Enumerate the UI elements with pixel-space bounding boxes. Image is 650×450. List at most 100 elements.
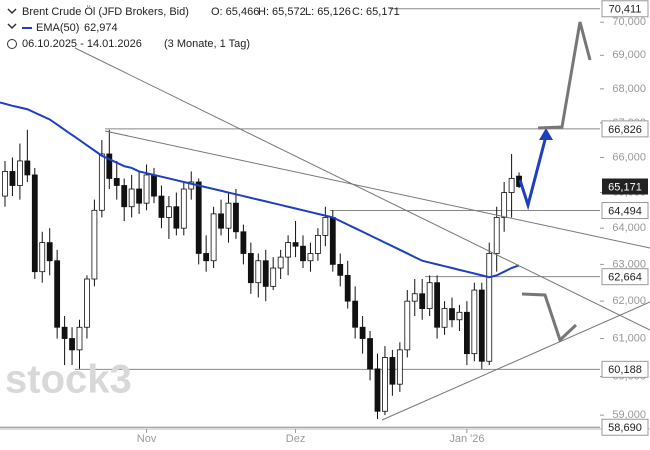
candle-body xyxy=(426,282,433,309)
candle-body xyxy=(471,289,478,355)
plot-area xyxy=(0,8,600,428)
candle-body xyxy=(2,171,8,197)
level-label: 64,494 xyxy=(608,205,642,217)
candle-body xyxy=(456,311,463,321)
candle-body xyxy=(158,195,165,218)
candle-body xyxy=(39,242,46,273)
candle-body xyxy=(9,171,16,186)
candle-body xyxy=(314,234,321,254)
candle-body xyxy=(225,202,232,229)
level-label: 58,690 xyxy=(608,422,642,434)
candle-body xyxy=(359,326,366,339)
trend-line xyxy=(381,301,650,421)
level-box xyxy=(601,202,649,220)
projection-gray xyxy=(521,292,578,343)
candle-body xyxy=(151,174,157,197)
candle-body xyxy=(247,253,254,284)
drawings xyxy=(74,21,650,421)
candle-body xyxy=(106,153,113,179)
level-label: 70,411 xyxy=(609,4,642,16)
level-box xyxy=(601,360,649,378)
trend-line xyxy=(74,47,650,331)
candle-body xyxy=(61,326,68,339)
candle-body xyxy=(396,349,403,385)
candle-body xyxy=(31,174,38,273)
candle-body xyxy=(255,260,262,284)
period: 06.10.2025 - 14.01.2026 xyxy=(22,38,142,50)
candle-body xyxy=(136,188,143,204)
candle-body xyxy=(91,209,98,280)
candle-body xyxy=(404,300,411,351)
candle-body xyxy=(24,160,31,176)
candle-body xyxy=(478,289,485,362)
candle-body xyxy=(285,242,292,258)
candle-body xyxy=(419,293,426,309)
ohlc-label: L: 65,126 xyxy=(305,6,351,18)
candle-body xyxy=(210,213,217,262)
ohlc-label: C: 65,171 xyxy=(352,6,400,18)
candle-body xyxy=(113,178,120,186)
candle-body xyxy=(486,253,493,362)
x-tick-label: Dez xyxy=(286,433,306,445)
y-tick-label: 62,000 xyxy=(612,295,646,307)
y-tick-label: 70,000 xyxy=(612,16,646,28)
candle-body xyxy=(493,217,500,254)
ohlc-label: H: 65,572 xyxy=(258,6,306,18)
candle-body xyxy=(262,260,269,287)
legend-value: 62,974 xyxy=(84,22,118,34)
candle-body xyxy=(292,242,299,247)
arrow-head xyxy=(539,128,553,140)
candle-body xyxy=(180,188,187,229)
level-label: 66,826 xyxy=(608,124,642,136)
icon-chevron xyxy=(7,8,17,15)
projection-up xyxy=(518,135,548,211)
candle-body xyxy=(300,245,306,262)
header: Brent Crude Öl (JFD Brokers, Bid) O: 65,… xyxy=(7,6,400,50)
watermark: stock3 xyxy=(5,358,132,402)
candle-body xyxy=(128,188,135,208)
candle-body xyxy=(307,253,314,262)
level-label: 62,664 xyxy=(608,272,642,284)
candle-body xyxy=(188,181,195,190)
candle-body xyxy=(367,338,373,370)
candle-body xyxy=(270,267,277,287)
candle-body xyxy=(449,308,455,321)
candle-body xyxy=(173,206,180,229)
current-price-label: 65,171 xyxy=(608,181,642,193)
icon-clock xyxy=(7,39,17,49)
candle-body xyxy=(165,206,172,218)
candle-body xyxy=(277,256,284,269)
candle-body xyxy=(337,263,344,276)
ohlc-label: O: 65,466 xyxy=(211,6,259,18)
candle-body xyxy=(434,282,441,328)
candle-body xyxy=(233,202,239,233)
candle-body xyxy=(84,278,90,328)
level-box xyxy=(601,418,649,436)
y-tick-label: 59,000 xyxy=(612,409,646,421)
icon-chevron xyxy=(7,23,17,30)
level-box xyxy=(601,268,649,286)
candle-body xyxy=(411,293,418,302)
candle-body xyxy=(16,160,23,186)
candle-body xyxy=(69,338,75,351)
candle-body xyxy=(322,217,329,236)
x-tick-label: Jan '26 xyxy=(449,433,484,445)
legend-name: EMA(50) xyxy=(36,22,79,34)
candle-body xyxy=(98,153,105,211)
projection-gray xyxy=(537,21,592,130)
level-label: 60,188 xyxy=(608,364,642,376)
candle-body xyxy=(195,181,202,254)
y-tick-label: 64,000 xyxy=(612,222,646,234)
trend-line xyxy=(104,130,650,249)
candle-body xyxy=(374,368,381,412)
period-note: (3 Monate, 1 Tag) xyxy=(164,38,250,50)
y-tick-label: 66,000 xyxy=(612,151,646,163)
y-tick-label: 69,000 xyxy=(612,49,646,61)
candle-body xyxy=(121,185,128,208)
current-price-box xyxy=(602,178,648,195)
title: Brent Crude Öl (JFD Brokers, Bid) xyxy=(22,6,189,18)
candle-body xyxy=(76,326,83,351)
